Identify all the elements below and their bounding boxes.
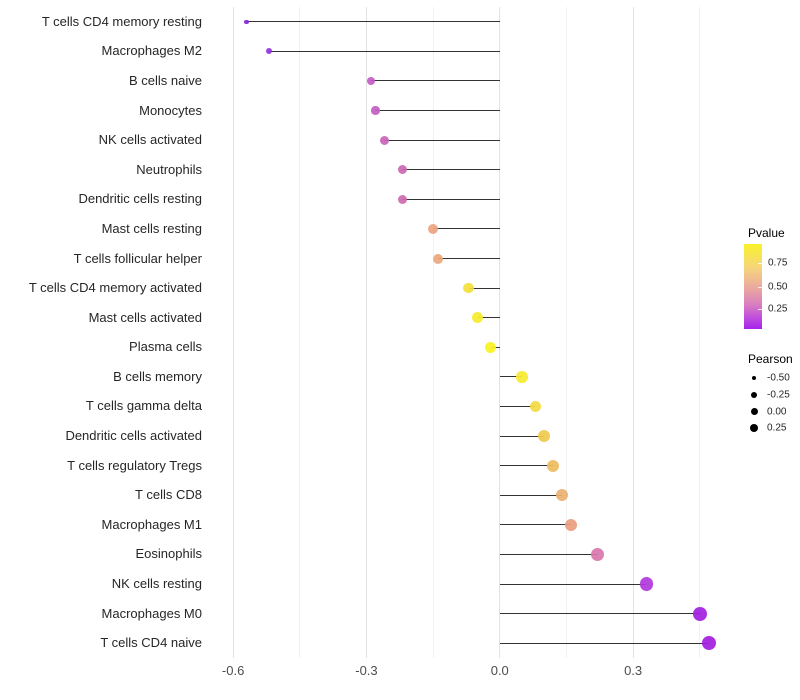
- data-point-dot: [428, 223, 439, 234]
- lollipop-stem: [499, 465, 554, 467]
- major-gridline: [232, 7, 234, 658]
- y-axis-tick-label: Neutrophils: [136, 161, 202, 177]
- y-axis-tick-label: Monocytes: [139, 102, 202, 118]
- lollipop-stem: [499, 613, 700, 615]
- lollipop-stem: [499, 405, 536, 407]
- data-point-dot: [244, 19, 249, 25]
- data-point-dot: [529, 400, 542, 413]
- pearson-legend-label: -0.50: [767, 372, 790, 384]
- data-point-dot: [701, 636, 716, 651]
- minor-gridline: [699, 7, 701, 658]
- pearson-legend-dot: [752, 376, 756, 380]
- data-point-dot: [564, 518, 578, 532]
- pvalue-legend-title: Pvalue: [748, 226, 785, 240]
- pearson-legend-dot: [750, 408, 758, 416]
- y-axis-tick-label: Eosinophils: [135, 546, 203, 562]
- y-axis-tick-label: Macrophages M2: [101, 43, 202, 59]
- minor-gridline: [299, 7, 301, 658]
- y-axis-tick-label: Mast cells activated: [88, 309, 202, 325]
- y-axis-tick-label: B cells naive: [129, 72, 202, 88]
- y-axis-tick-label: T cells follicular helper: [73, 250, 202, 266]
- data-point-dot: [397, 194, 407, 204]
- y-axis-tick-label: T cells gamma delta: [85, 398, 202, 414]
- lollipop-stem: [433, 228, 500, 230]
- x-axis-tick-label: 0.3: [624, 663, 643, 678]
- data-point-dot: [639, 577, 654, 591]
- gradient-tick-mark: [758, 308, 762, 310]
- pearson-legend-title: Pearson: [748, 352, 793, 366]
- lollipop-stem: [370, 80, 500, 82]
- lollipop-stem: [499, 642, 709, 644]
- major-gridline: [499, 7, 501, 658]
- pvalue-color-gradient-bar: [744, 244, 762, 329]
- lollipop-stem: [468, 287, 500, 289]
- x-axis-labels: -0.6 -0.3 0.0 0.3: [0, 663, 800, 683]
- pvalue-tick-label: 0.75: [768, 257, 788, 269]
- y-axis-tick-label: T cells CD4 naive: [100, 635, 202, 651]
- data-point-dot: [538, 430, 551, 443]
- y-axis-tick-label: T cells regulatory Tregs: [67, 457, 202, 473]
- lollipop-stem: [402, 169, 500, 171]
- data-point-dot: [371, 106, 380, 115]
- lollipop-stem: [499, 553, 598, 555]
- data-point-dot: [692, 606, 707, 621]
- lollipop-stem: [499, 583, 647, 585]
- minor-gridline: [432, 7, 434, 658]
- pvalue-tick-label: 0.50: [768, 281, 788, 292]
- lollipop-stem: [384, 139, 500, 141]
- lollipop-stem: [246, 21, 500, 23]
- y-axis-tick-label: Macrophages M0: [101, 605, 202, 621]
- lollipop-stem: [499, 376, 522, 378]
- data-point-dot: [547, 459, 560, 472]
- data-point-dot: [397, 165, 407, 175]
- y-axis-tick-label: T cells CD4 memory resting: [41, 13, 202, 29]
- lollipop-stem: [499, 435, 545, 437]
- y-axis-tick-label: NK cells resting: [111, 576, 202, 592]
- lollipop-stem: [477, 317, 500, 319]
- y-axis-tick-label: Plasma cells: [129, 339, 202, 355]
- minor-gridline: [565, 7, 567, 658]
- pearson-legend-label: 0.00: [767, 406, 787, 418]
- data-point-dot: [432, 253, 443, 264]
- lollipop-stem: [437, 258, 500, 260]
- y-axis-tick-label: Dendritic cells resting: [78, 191, 202, 207]
- pvalue-tick-label: 0.25: [768, 303, 788, 315]
- data-point-dot: [379, 135, 389, 145]
- lollipop-stem: [375, 110, 500, 112]
- lollipop-stem: [268, 50, 500, 52]
- y-axis-tick-label: Macrophages M1: [101, 516, 202, 532]
- pearson-legend-label: -0.25: [767, 389, 790, 401]
- y-axis-tick-label: T cells CD8: [135, 487, 202, 503]
- x-axis-tick-label: -0.6: [221, 663, 245, 678]
- data-point-dot: [516, 371, 528, 383]
- y-axis-tick-label: NK cells activated: [98, 132, 202, 148]
- gradient-tick-mark: [758, 262, 762, 264]
- data-point-dot: [472, 312, 484, 324]
- pearson-legend-label: 0.25: [767, 422, 787, 434]
- y-axis-tick-label: B cells memory: [113, 368, 202, 384]
- x-axis-tick-label: 0.0: [490, 663, 509, 678]
- pearson-legend-dot: [750, 424, 758, 433]
- x-axis-tick-label: -0.3: [355, 663, 378, 678]
- gradient-tick-mark: [758, 286, 762, 288]
- data-point-dot: [591, 547, 605, 561]
- data-point-dot: [265, 48, 272, 55]
- y-axis-tick-label: T cells CD4 memory activated: [28, 280, 202, 296]
- lollipop-stem: [499, 524, 571, 526]
- data-point-dot: [463, 282, 474, 294]
- data-point-dot: [556, 489, 568, 502]
- major-gridline: [365, 7, 367, 658]
- data-point-dot: [366, 76, 376, 86]
- major-gridline: [632, 7, 634, 658]
- plot-panel: [210, 7, 730, 658]
- y-axis-labels: T cells CD4 memory resting Macrophages M2…: [0, 7, 202, 658]
- y-axis-tick-label: Mast cells resting: [101, 220, 202, 236]
- y-axis-tick-label: Dendritic cells activated: [65, 428, 202, 444]
- data-point-dot: [485, 341, 497, 353]
- pearson-legend-dot: [751, 391, 757, 398]
- lollipop-stem: [499, 494, 562, 496]
- lollipop-stem: [402, 198, 500, 200]
